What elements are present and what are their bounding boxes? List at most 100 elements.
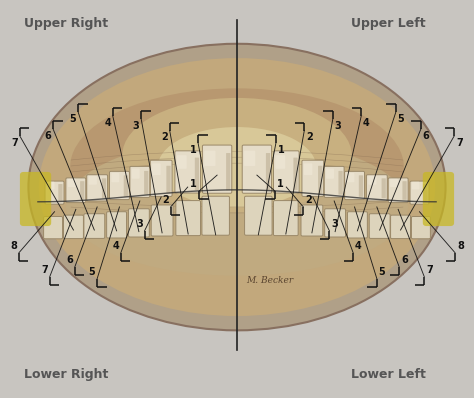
FancyBboxPatch shape bbox=[151, 205, 173, 236]
FancyBboxPatch shape bbox=[411, 217, 430, 239]
Text: 5: 5 bbox=[398, 114, 404, 124]
FancyBboxPatch shape bbox=[144, 171, 148, 195]
Text: 7: 7 bbox=[11, 138, 18, 148]
FancyBboxPatch shape bbox=[47, 181, 55, 189]
FancyBboxPatch shape bbox=[45, 181, 64, 204]
FancyBboxPatch shape bbox=[423, 184, 428, 201]
Ellipse shape bbox=[70, 88, 404, 246]
FancyBboxPatch shape bbox=[64, 215, 83, 238]
FancyBboxPatch shape bbox=[382, 178, 386, 198]
FancyBboxPatch shape bbox=[124, 175, 128, 197]
Text: 4: 4 bbox=[104, 118, 111, 128]
Text: Lower Left: Lower Left bbox=[351, 368, 426, 380]
FancyBboxPatch shape bbox=[245, 196, 272, 235]
FancyBboxPatch shape bbox=[346, 173, 355, 182]
FancyBboxPatch shape bbox=[302, 160, 324, 196]
FancyBboxPatch shape bbox=[128, 209, 149, 237]
FancyBboxPatch shape bbox=[107, 212, 127, 238]
Text: 6: 6 bbox=[401, 255, 408, 265]
FancyBboxPatch shape bbox=[177, 155, 187, 169]
FancyBboxPatch shape bbox=[325, 209, 346, 237]
FancyBboxPatch shape bbox=[152, 163, 161, 175]
FancyBboxPatch shape bbox=[202, 196, 229, 235]
FancyBboxPatch shape bbox=[324, 166, 344, 197]
Text: 7: 7 bbox=[41, 265, 48, 275]
Text: M. Becker: M. Becker bbox=[246, 276, 294, 285]
FancyBboxPatch shape bbox=[390, 179, 398, 187]
Text: 1: 1 bbox=[190, 145, 196, 155]
FancyBboxPatch shape bbox=[410, 181, 429, 204]
Text: 7: 7 bbox=[426, 265, 433, 275]
FancyBboxPatch shape bbox=[366, 175, 387, 201]
Text: 8: 8 bbox=[457, 241, 464, 251]
FancyBboxPatch shape bbox=[412, 181, 419, 189]
FancyBboxPatch shape bbox=[166, 166, 171, 193]
FancyBboxPatch shape bbox=[80, 181, 84, 200]
FancyBboxPatch shape bbox=[226, 153, 230, 191]
Text: 2: 2 bbox=[305, 195, 312, 205]
FancyBboxPatch shape bbox=[204, 151, 216, 166]
FancyBboxPatch shape bbox=[304, 163, 312, 175]
Text: 5: 5 bbox=[379, 267, 385, 277]
Text: 2: 2 bbox=[306, 132, 313, 142]
FancyBboxPatch shape bbox=[195, 158, 199, 190]
FancyBboxPatch shape bbox=[87, 175, 108, 201]
FancyBboxPatch shape bbox=[175, 151, 201, 193]
FancyBboxPatch shape bbox=[345, 171, 365, 199]
FancyBboxPatch shape bbox=[266, 153, 270, 191]
Text: 2: 2 bbox=[161, 132, 168, 142]
FancyBboxPatch shape bbox=[347, 212, 367, 238]
FancyBboxPatch shape bbox=[84, 214, 105, 238]
Text: 4: 4 bbox=[112, 241, 119, 251]
FancyBboxPatch shape bbox=[318, 166, 322, 193]
FancyBboxPatch shape bbox=[102, 178, 106, 198]
FancyBboxPatch shape bbox=[368, 176, 376, 185]
Text: 8: 8 bbox=[10, 241, 17, 251]
FancyBboxPatch shape bbox=[275, 155, 285, 169]
FancyBboxPatch shape bbox=[68, 179, 76, 187]
FancyBboxPatch shape bbox=[150, 160, 172, 196]
FancyBboxPatch shape bbox=[130, 166, 150, 197]
FancyBboxPatch shape bbox=[423, 172, 454, 226]
Text: Lower Right: Lower Right bbox=[24, 368, 109, 380]
FancyBboxPatch shape bbox=[109, 171, 129, 199]
FancyBboxPatch shape bbox=[388, 178, 408, 203]
FancyBboxPatch shape bbox=[293, 158, 298, 190]
Text: 6: 6 bbox=[66, 255, 73, 265]
Text: 1: 1 bbox=[277, 179, 283, 189]
Text: 5: 5 bbox=[70, 114, 76, 124]
FancyBboxPatch shape bbox=[244, 151, 255, 166]
Text: 1: 1 bbox=[278, 145, 284, 155]
FancyBboxPatch shape bbox=[20, 172, 51, 226]
FancyBboxPatch shape bbox=[132, 168, 140, 179]
FancyBboxPatch shape bbox=[44, 217, 63, 239]
Text: 5: 5 bbox=[89, 267, 95, 277]
Text: 3: 3 bbox=[136, 219, 143, 229]
Text: 4: 4 bbox=[355, 241, 362, 251]
Ellipse shape bbox=[28, 44, 446, 330]
Ellipse shape bbox=[158, 127, 316, 207]
FancyBboxPatch shape bbox=[176, 201, 201, 236]
FancyBboxPatch shape bbox=[58, 184, 63, 201]
FancyBboxPatch shape bbox=[66, 178, 86, 203]
FancyBboxPatch shape bbox=[202, 145, 232, 193]
FancyBboxPatch shape bbox=[242, 145, 272, 193]
Text: Upper Left: Upper Left bbox=[351, 18, 426, 30]
FancyBboxPatch shape bbox=[369, 214, 390, 238]
Text: Upper Right: Upper Right bbox=[24, 18, 109, 30]
Text: 2: 2 bbox=[162, 195, 169, 205]
FancyBboxPatch shape bbox=[391, 215, 410, 238]
Ellipse shape bbox=[39, 58, 435, 316]
FancyBboxPatch shape bbox=[402, 181, 407, 200]
Text: 6: 6 bbox=[423, 131, 429, 140]
FancyBboxPatch shape bbox=[89, 176, 97, 185]
Ellipse shape bbox=[122, 98, 352, 213]
FancyBboxPatch shape bbox=[273, 201, 298, 236]
FancyBboxPatch shape bbox=[326, 168, 334, 179]
Ellipse shape bbox=[66, 138, 408, 276]
Text: 1: 1 bbox=[191, 179, 197, 189]
Text: 6: 6 bbox=[45, 131, 51, 140]
Text: 4: 4 bbox=[363, 118, 370, 128]
Text: 3: 3 bbox=[331, 219, 338, 229]
FancyBboxPatch shape bbox=[273, 151, 299, 193]
